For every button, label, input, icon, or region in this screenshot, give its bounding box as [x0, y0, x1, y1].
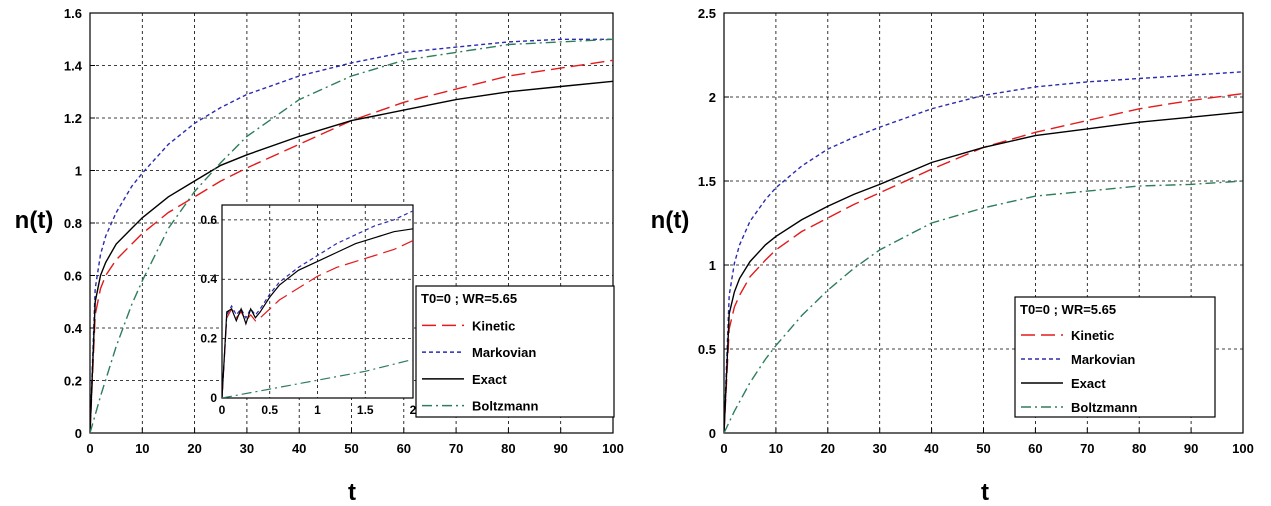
inset-y-tick-label: 0.4	[200, 272, 217, 286]
legend-box	[1014, 296, 1216, 418]
legend-entry-boltzmann: Boltzmann	[472, 399, 539, 414]
x-tick-label: 50	[976, 441, 990, 456]
series-line-boltzmann	[90, 38, 613, 433]
y-tick-label: 0	[75, 426, 82, 441]
y-tick-label: 0.6	[64, 269, 82, 284]
x-tick-label: 20	[187, 441, 201, 456]
legend-title: T0=0 ; WR=5.65	[1020, 302, 1116, 317]
legend-entry-kinetic: Kinetic	[472, 318, 515, 333]
chart-left: 0 10 20 30 40 50 60 70 80 90 10000.20.40.60.811.21…	[15, 6, 624, 506]
x-tick-label: 10	[769, 441, 783, 456]
x-tick-label: 80	[1132, 441, 1146, 456]
y-tick-label: 2.5	[698, 6, 716, 21]
x-tick-label: 90	[1184, 441, 1198, 456]
x-tick-label: 70	[1080, 441, 1094, 456]
y-tick-label: 0.8	[64, 216, 82, 231]
y-tick-label: 1.5	[698, 174, 716, 189]
series-line-markovian	[724, 71, 1243, 433]
legend: T0=0 ; WR=5.65 Kinetic Markovian Exact Boltz…	[415, 285, 615, 418]
x-tick-label: 100	[1232, 441, 1254, 456]
x-tick-label: 50	[344, 441, 358, 456]
inset-y-tick-label: 0	[210, 391, 217, 405]
y-tick-label: 1	[709, 258, 716, 273]
x-tick-label: 60	[397, 441, 411, 456]
inset-series-line-kinetic	[222, 240, 413, 398]
y-axis-label: n(t)	[15, 207, 54, 234]
y-tick-label: 0.4	[64, 321, 83, 336]
x-axis-label: t	[981, 479, 989, 506]
y-tick-label: 2	[709, 90, 716, 105]
inset-series-line-boltzmann	[222, 358, 413, 398]
legend-entry-kinetic: Kinetic	[1071, 328, 1114, 343]
legend-entry-markovian: Markovian	[1071, 352, 1135, 367]
legend-entry-exact: Exact	[1071, 376, 1106, 391]
x-axis-label: t	[348, 479, 356, 506]
y-tick-label: 1.6	[64, 6, 82, 21]
chart-right: 0 10 20 30 40 50 60 70 80 90 100 0 0.5 1 1.5 2 2.5 t n(t) T…	[651, 6, 1254, 506]
y-tick-label: 1	[75, 164, 82, 179]
inset-series-line-markovian	[222, 210, 413, 398]
x-tick-label: 30	[240, 441, 254, 456]
legend-box	[415, 285, 615, 418]
inset-series-line-exact	[222, 228, 413, 398]
inset-x-tick-label: 0.5	[261, 403, 278, 417]
inset-y-tick-label: 0.6	[200, 213, 217, 227]
x-tick-label: 90	[553, 441, 567, 456]
legend-entry-boltzmann: Boltzmann	[1071, 400, 1138, 415]
x-tick-label: 0	[720, 441, 727, 456]
y-tick-label: 1.4	[64, 59, 83, 74]
x-tick-label: 0	[86, 441, 93, 456]
series-line-kinetic	[724, 92, 1243, 433]
y-tick-label: 0	[709, 426, 716, 441]
series-line-markovian	[90, 38, 613, 433]
x-tick-label: 100	[602, 441, 624, 456]
y-tick-label: 0.2	[64, 374, 82, 389]
legend: T0=0 ; WR=5.65 Kinetic Markovian Exact Boltz…	[1014, 296, 1216, 418]
inset-x-tick-label: 2	[410, 403, 417, 417]
inset-chart: 0 0.5 1 1.5 2 0 0.2 0.4 0.6	[200, 204, 417, 417]
legend-title: T0=0 ; WR=5.65	[421, 291, 517, 306]
x-tick-label: 80	[501, 441, 515, 456]
legend-entry-exact: Exact	[472, 372, 507, 387]
inset-x-tick-label: 1.5	[357, 403, 374, 417]
inset-x-tick-label: 0	[219, 403, 226, 417]
x-tick-label: 30	[872, 441, 886, 456]
legend-entry-markovian: Markovian	[472, 345, 536, 360]
series-line-boltzmann	[724, 180, 1243, 433]
y-tick-label: 0.5	[698, 342, 716, 357]
inset-x-tick-label: 1	[314, 403, 321, 417]
x-tick-label: 70	[449, 441, 463, 456]
series-line-exact	[724, 111, 1243, 433]
x-tick-label: 40	[924, 441, 938, 456]
series-line-exact	[90, 80, 613, 433]
y-tick-label: 1.2	[64, 111, 82, 126]
x-tick-label: 20	[821, 441, 835, 456]
inset-y-tick-label: 0.2	[200, 332, 217, 346]
x-tick-label: 60	[1028, 441, 1042, 456]
x-tick-label: 10	[135, 441, 149, 456]
x-tick-label: 40	[292, 441, 306, 456]
y-axis-label: n(t)	[651, 207, 690, 234]
series-line-kinetic	[90, 59, 613, 433]
